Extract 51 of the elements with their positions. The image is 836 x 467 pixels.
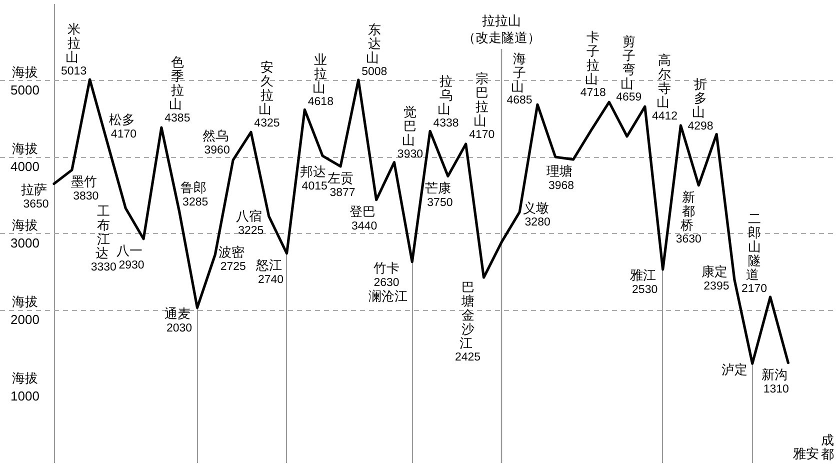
data-label: 色季拉山 4385 <box>164 54 190 125</box>
data-label: 康定 2395 <box>702 264 730 292</box>
data-label: 左贡 3877 <box>328 170 356 200</box>
data-label: 高尔寺山 4412 <box>652 52 678 123</box>
data-label: 觉巴山 3930 <box>397 104 424 160</box>
data-label: 雅安 <box>793 446 820 462</box>
y-tick-label: 1000 <box>10 388 40 404</box>
y-axis-title: 海拔 <box>12 141 38 156</box>
data-label: 东达山 5008 <box>362 22 388 78</box>
y-tick-label: 5000 <box>10 82 40 98</box>
data-label: 通麦 2030 <box>164 306 192 334</box>
data-label: 业拉山 4618 <box>308 52 334 108</box>
y-axis-title: 海拔 <box>12 370 38 386</box>
data-label: 新都桥 3630 <box>676 189 702 246</box>
data-label: 理塘 3968 <box>546 164 574 192</box>
data-label: 成都 <box>820 432 834 462</box>
data-label: 邦达 4015 <box>300 164 328 192</box>
data-label: 新沟 1310 <box>761 366 789 396</box>
data-label: 八宿 3225 <box>236 208 264 237</box>
data-label: 义墩 3280 <box>522 200 550 229</box>
data-label: 海子山 4685 <box>506 50 532 107</box>
data-label: 泸定 <box>721 362 748 378</box>
data-label: 芒康 3750 <box>425 180 453 209</box>
data-label: 波密 2725 <box>218 244 246 274</box>
data-label: 二郎山隧道 2170 <box>741 211 768 296</box>
data-label: 剪子弯山 4659 <box>616 34 642 104</box>
data-label: 折多山 4298 <box>688 76 714 132</box>
data-label: 然乌 3960 <box>202 128 230 157</box>
y-axis-title: 海拔 <box>12 218 38 232</box>
y-tick-label: 4000 <box>10 159 40 174</box>
x-tick-label: 拉拉山（改走隧道） <box>462 13 541 46</box>
data-label: 雅江 2530 <box>630 268 658 296</box>
data-label: 宗巴拉山 4170 <box>469 71 495 142</box>
data-label: 卡子拉山 4718 <box>580 29 606 100</box>
data-label: 米拉山 5013 <box>61 22 87 78</box>
data-label: 拉乌山 4338 <box>433 73 459 130</box>
data-label: 拉萨 3650 <box>21 182 49 210</box>
data-label: 竹卡 2630 澜沧江 <box>368 260 408 304</box>
y-axis-title: 海拔 <box>12 294 38 309</box>
y-tick-label: 2000 <box>10 312 40 327</box>
data-label: 工布江达 3330 <box>90 203 116 274</box>
data-label: 安久拉山 4325 <box>254 59 280 130</box>
data-label: 鲁郎 3285 <box>180 180 208 208</box>
y-tick-label: 3000 <box>10 236 40 250</box>
y-axis-title: 海拔 <box>12 64 38 80</box>
data-label: 巴塘金沙江 2425 <box>454 280 481 364</box>
data-label: 登巴 3440 <box>350 204 378 232</box>
data-label: 墨竹 3830 <box>71 174 99 203</box>
data-label: 怒江 2740 <box>256 258 284 286</box>
data-label: 松多 4170 <box>108 112 137 141</box>
data-label: 八一 2930 <box>116 243 144 272</box>
